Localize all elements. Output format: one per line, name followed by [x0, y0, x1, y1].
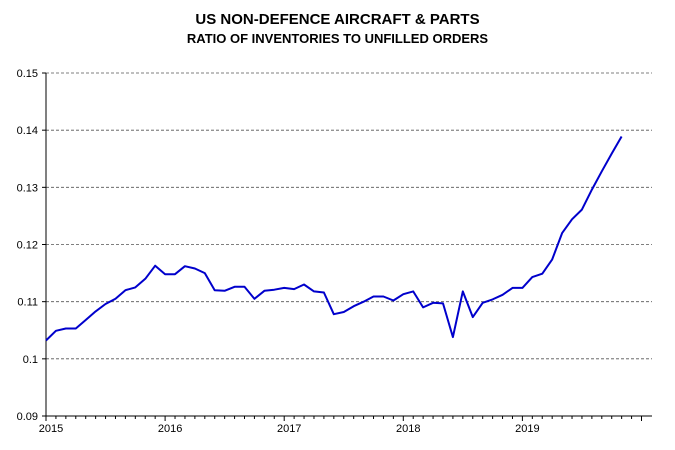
x-tick-labels: 2015 2016 2017 2018 2019	[39, 423, 540, 435]
x-tick-label: 2016	[158, 423, 182, 435]
chart-title: US NON-DEFENCE AIRCRAFT & PARTS	[195, 11, 480, 28]
x-tick-label: 2017	[277, 423, 301, 435]
y-tick-labels: 0.09 0.1 0.11 0.12 0.13 0.14 0.15	[17, 68, 38, 423]
y-tick-label: 0.09	[17, 411, 38, 423]
chart-subtitle: RATIO OF INVENTORIES TO UNFILLED ORDERS	[186, 31, 489, 46]
x-tick-label: 2015	[39, 423, 63, 435]
x-tick-label: 2019	[515, 423, 539, 435]
y-tick-label: 0.13	[17, 182, 38, 194]
axes	[42, 72, 652, 421]
x-tick-label: 2018	[396, 423, 420, 435]
y-tick-label: 0.11	[17, 297, 38, 309]
y-tick-label: 0.12	[17, 240, 38, 252]
y-tick-label: 0.14	[17, 125, 38, 137]
y-tick-label: 0.1	[23, 354, 38, 366]
y-tick-label: 0.15	[17, 68, 38, 80]
series-group	[45, 135, 623, 342]
gridlines	[46, 72, 652, 360]
series-line	[45, 135, 623, 342]
